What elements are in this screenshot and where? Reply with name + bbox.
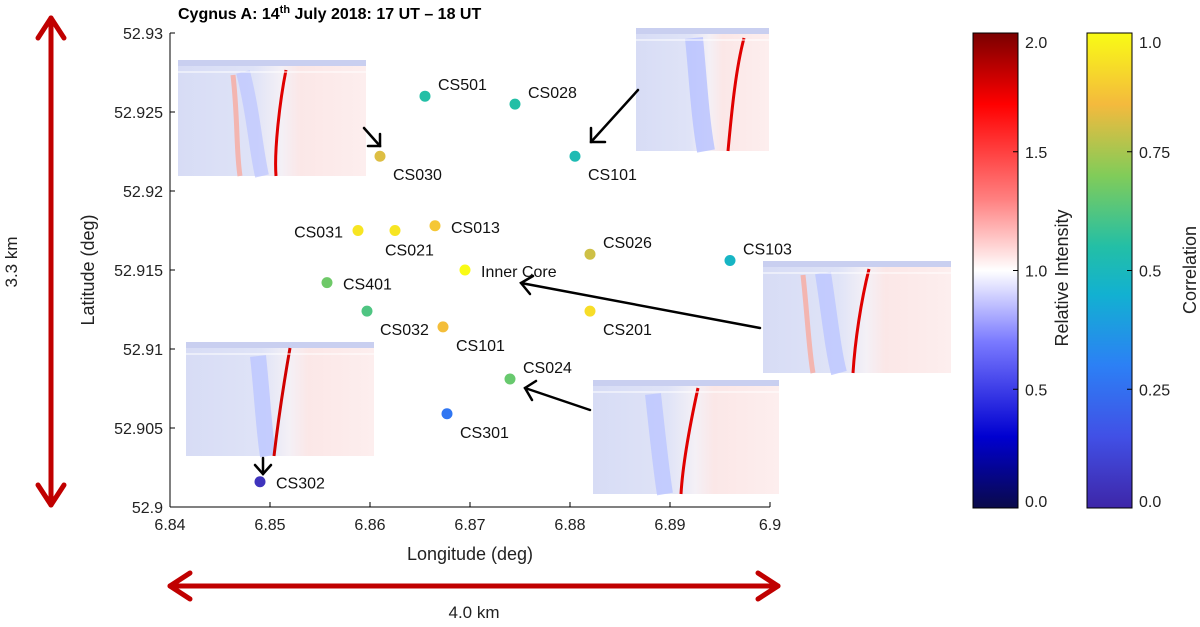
station-point-cs031	[352, 225, 364, 236]
station-label-cs013: CS013	[451, 220, 500, 237]
inset-spectrum-cs030	[178, 60, 366, 178]
y-tick-label: 52.92	[123, 184, 163, 201]
colorbar-correlation: 0.0 0.25 0.5 0.75 1.0 Correlation	[1086, 32, 1200, 511]
colorbar-tick-label: 1.0	[1139, 35, 1161, 52]
arrow-to-cs024	[523, 379, 592, 412]
station-label-cs030: CS030	[393, 167, 442, 184]
colorbar-correlation-label: Correlation	[1180, 226, 1200, 314]
station-label-cs032: CS032	[380, 322, 429, 339]
colorbar-correlation-gradient	[1086, 32, 1133, 509]
x-tick-label: 6.9	[759, 517, 781, 534]
colorbar-tick-label: 2.0	[1025, 35, 1047, 52]
colorbar-tick-label: 1.5	[1025, 145, 1047, 162]
station-point-cs401	[321, 277, 333, 289]
scale-bar-vertical-arrowhead-top	[35, 15, 67, 41]
station-point-cs013	[429, 220, 441, 232]
y-axis-ticks: 52.9 52.905 52.91 52.915 52.92 52.925 52.93	[114, 26, 175, 517]
station-label-cs026: CS026	[603, 235, 652, 252]
scale-bar-horizontal-arrowhead-left	[167, 570, 193, 602]
chart-title: Cygnus A: 14th July 2018: 17 UT – 18 UT	[178, 4, 481, 23]
colorbar-intensity-label: Relative Intensity	[1052, 209, 1072, 346]
y-tick-label: 52.915	[114, 263, 163, 280]
scale-bar-vertical-arrowhead-bottom	[35, 482, 67, 508]
station-label-cs401: CS401	[343, 277, 392, 294]
station-point-cs026	[584, 248, 596, 260]
inset-spectra	[178, 28, 951, 496]
station-point-cs302	[254, 476, 266, 488]
inset-spectrum-cs101	[636, 28, 769, 153]
arrow-to-inner-core	[519, 274, 762, 330]
station-label-cs201: CS201	[603, 322, 652, 339]
station-point-cs501	[419, 90, 431, 102]
scale-bar-horizontal-arrowhead-right	[755, 570, 781, 602]
station-point-cs021	[389, 225, 401, 236]
station-label-cs301: CS301	[460, 425, 509, 442]
y-tick-label: 52.905	[114, 421, 163, 438]
colorbar-tick-label: 0.5	[1139, 264, 1161, 281]
x-tick-label: 6.84	[154, 517, 185, 534]
x-tick-label: 6.86	[354, 517, 385, 534]
colorbar-tick-label: 0.0	[1025, 494, 1047, 511]
x-tick-label: 6.89	[654, 517, 685, 534]
station-label-cs501: CS501	[438, 77, 487, 94]
y-tick-label: 52.9	[132, 500, 163, 517]
station-label-cs028: CS028	[528, 85, 577, 102]
colorbar-tick-label: 0.0	[1139, 494, 1161, 511]
x-axis-ticks: 6.84 6.85 6.86 6.87 6.88 6.89 6.9	[154, 502, 781, 534]
arrow-to-cs302	[253, 456, 273, 476]
x-tick-label: 6.88	[554, 517, 585, 534]
station-point-inner-core	[459, 264, 471, 276]
station-label-cs103: CS103	[743, 242, 792, 259]
station-label-inner-core: Inner Core	[481, 264, 557, 281]
station-point-cs201	[584, 305, 596, 317]
scale-bar-horizontal-label: 4.0 km	[448, 603, 499, 622]
inset-spectrum-inner-core	[763, 261, 951, 376]
x-axis-label: Longitude (deg)	[407, 544, 533, 564]
station-point-cs101	[437, 321, 449, 333]
station-point-cs301	[441, 408, 453, 420]
colorbar-intensity-gradient	[972, 32, 1019, 509]
station-points: CS501 CS028 CS030 CS101 CS031 CS021 CS013 CS026…	[254, 77, 792, 493]
station-label-cs101: CS101	[456, 338, 505, 355]
station-point-cs028	[509, 98, 521, 110]
station-point-cs030	[374, 150, 386, 162]
colorbar-tick-label: 0.25	[1139, 382, 1170, 399]
station-label-cs302: CS302	[276, 476, 325, 493]
colorbar-intensity-ticks: 0.0 0.5 1.0 1.5 2.0	[1013, 32, 1047, 511]
arrow-to-cs101	[589, 88, 640, 144]
scale-bar-vertical	[35, 15, 67, 508]
colorbar-tick-label: 0.5	[1025, 382, 1047, 399]
station-label-cs021: CS021	[385, 243, 434, 260]
y-tick-label: 52.925	[114, 105, 163, 122]
inset-spectrum-cs302	[186, 342, 374, 458]
station-point-cs032	[361, 305, 373, 317]
colorbar-tick-label: 1.0	[1025, 264, 1047, 281]
scale-bar-vertical-label: 3.3 km	[2, 236, 21, 287]
station-label-cs024: CS024	[523, 360, 572, 377]
inset-spectrum-cs024	[593, 380, 779, 496]
colorbar-correlation-ticks: 0.0 0.25 0.5 0.75 1.0	[1127, 32, 1170, 511]
x-tick-label: 6.85	[254, 517, 285, 534]
station-point-cs101	[569, 150, 581, 162]
y-axis-label: Latitude (deg)	[78, 214, 98, 325]
station-label-cs031: CS031	[294, 225, 343, 242]
colorbar-tick-label: 0.75	[1139, 145, 1170, 162]
station-point-cs024	[504, 373, 516, 385]
station-label-cs101: CS101	[588, 167, 637, 184]
arrow-to-cs030	[362, 126, 382, 148]
callout-arrows	[253, 88, 762, 476]
y-tick-label: 52.91	[123, 342, 163, 359]
y-tick-label: 52.93	[123, 26, 163, 43]
colorbar-relative-intensity: 0.0 0.5 1.0 1.5 2.0 Relative Intensity	[972, 32, 1072, 511]
station-point-cs103	[724, 255, 736, 267]
x-tick-label: 6.87	[454, 517, 485, 534]
scale-bar-horizontal	[167, 570, 781, 602]
